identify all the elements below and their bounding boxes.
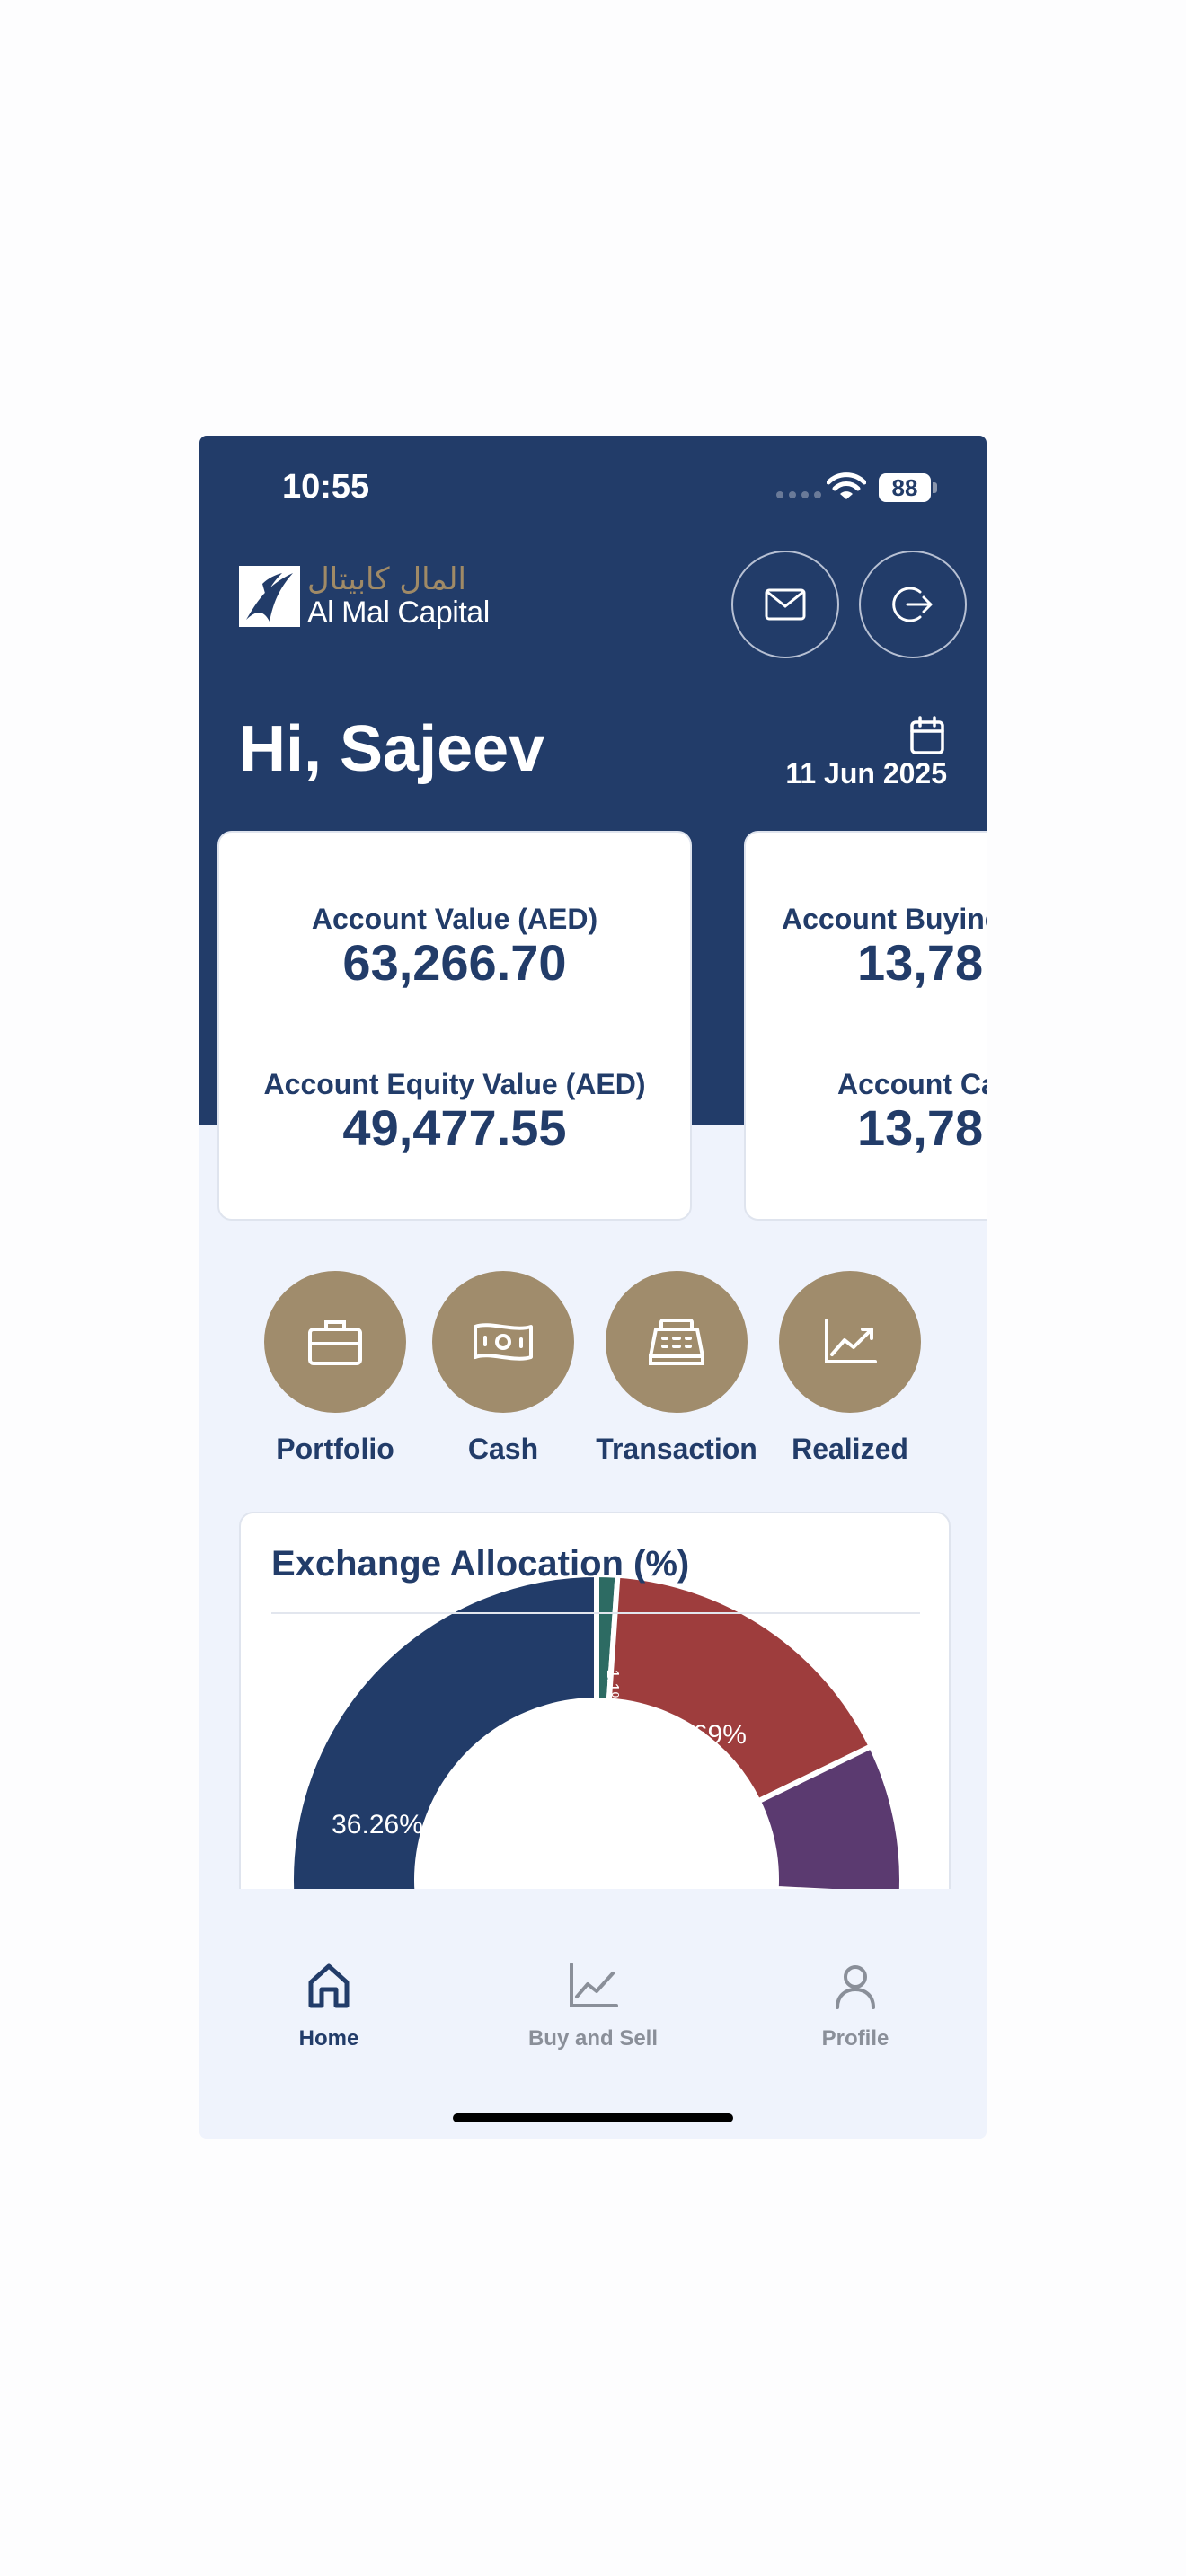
current-date[interactable]: 11 Jun 2025 bbox=[785, 757, 947, 790]
buying-power-amount: 13,78 bbox=[857, 934, 984, 991]
logo-mark-icon bbox=[239, 566, 300, 627]
nav-home-label: Home bbox=[298, 2026, 359, 2051]
logout-button[interactable] bbox=[859, 551, 967, 658]
nav-buy-sell[interactable]: Buy and Sell bbox=[503, 1961, 683, 2051]
account-equity-amount: 49,477.55 bbox=[342, 1099, 567, 1156]
battery-nub bbox=[933, 482, 937, 493]
account-cash-label: Account Ca bbox=[837, 1068, 987, 1100]
account-cash-amount: 13,78 bbox=[857, 1099, 984, 1156]
logo-arabic-text: المال كابيتال bbox=[307, 561, 466, 597]
company-logo: المال كابيتال Al Mal Capital bbox=[239, 561, 491, 633]
logo-english-text: Al Mal Capital bbox=[307, 595, 490, 630]
allocation-divider bbox=[271, 1612, 920, 1614]
portfolio-icon-circle bbox=[264, 1271, 406, 1413]
nav-home[interactable]: Home bbox=[239, 1961, 419, 2051]
cellular-signal-icon bbox=[776, 491, 821, 498]
account-value-amount: 63,266.70 bbox=[342, 934, 567, 991]
cash-icon-circle bbox=[432, 1271, 574, 1413]
logout-icon bbox=[892, 587, 933, 622]
nav-buy-sell-label: Buy and Sell bbox=[527, 2026, 659, 2051]
account-value-label: Account Value (AED) bbox=[311, 903, 598, 935]
cash-label: Cash bbox=[467, 1433, 539, 1465]
realized-button[interactable]: Realized bbox=[760, 1271, 940, 1466]
transaction-label: Transaction bbox=[596, 1433, 757, 1465]
chart-line-icon bbox=[570, 1963, 618, 2007]
transaction-icon-circle bbox=[606, 1271, 748, 1413]
portfolio-label: Portfolio bbox=[276, 1433, 394, 1465]
allocation-title: Exchange Allocation (%) bbox=[271, 1544, 690, 1584]
calendar-icon[interactable] bbox=[909, 716, 945, 755]
phone-screen: 10:55 88 المال كابيتال Al Mal Capital Hi… bbox=[199, 436, 987, 2139]
nav-profile[interactable]: Profile bbox=[766, 1961, 945, 2051]
mail-button[interactable] bbox=[731, 551, 839, 658]
battery-indicator: 88 bbox=[879, 473, 931, 502]
cash-register-icon bbox=[649, 1319, 704, 1365]
buying-power-label: Account Buying bbox=[782, 903, 987, 935]
banknote-icon bbox=[474, 1323, 533, 1361]
donut-slice-2[interactable] bbox=[606, 1572, 875, 1805]
buying-power-card[interactable]: Account Buying 13,78 Account Ca 13,78 bbox=[744, 831, 987, 1221]
portfolio-button[interactable]: Portfolio bbox=[245, 1271, 425, 1466]
wifi-icon bbox=[827, 472, 866, 499]
slice-label-red: 16.69% bbox=[655, 1720, 747, 1750]
slice-label-navy: 36.26% bbox=[332, 1810, 423, 1839]
greeting-title: Hi, Sajeev bbox=[239, 713, 545, 785]
realized-label: Realized bbox=[792, 1433, 908, 1465]
bottom-navigation: Home Buy and Sell Profile bbox=[199, 1889, 987, 2139]
briefcase-icon bbox=[308, 1320, 362, 1365]
nav-profile-label: Profile bbox=[821, 2026, 890, 2051]
allocation-donut-chart[interactable]: 36.26% 16.69% 1.1% bbox=[241, 1513, 951, 1979]
account-value-card[interactable]: Account Value (AED) 63,266.70 Account Eq… bbox=[217, 831, 692, 1221]
trend-chart-icon bbox=[825, 1319, 877, 1363]
slice-label-teal: 1.1% bbox=[604, 1669, 622, 1706]
account-equity-label: Account Equity Value (AED) bbox=[263, 1068, 646, 1100]
envelope-icon bbox=[765, 588, 806, 621]
transaction-button[interactable]: Transaction bbox=[587, 1271, 766, 1466]
realized-icon-circle bbox=[779, 1271, 921, 1413]
status-time: 10:55 bbox=[282, 468, 370, 506]
cash-button[interactable]: Cash bbox=[413, 1271, 593, 1466]
home-indicator bbox=[453, 2113, 733, 2122]
user-icon bbox=[836, 1965, 875, 2009]
home-icon bbox=[308, 1963, 350, 2008]
